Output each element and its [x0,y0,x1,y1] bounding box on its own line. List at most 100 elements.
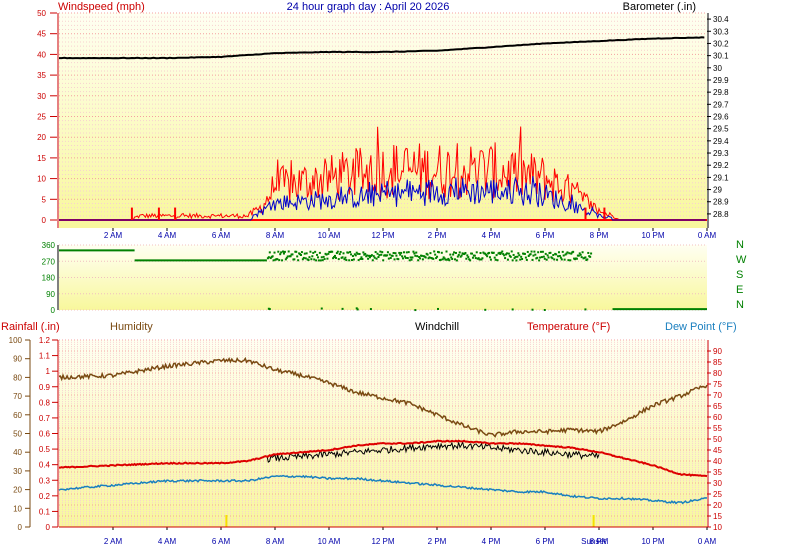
direction-axis-tick: 270 [42,257,56,266]
direction-point [382,259,385,262]
temperature-axis-tick: 40 [713,457,722,466]
direction-point [570,252,573,255]
wind-axis-tick: 35 [37,71,46,80]
direction-point [579,253,582,256]
direction-point [433,250,436,253]
direction-point [575,257,578,260]
direction-point [321,259,324,262]
direction-point [556,258,559,261]
direction-point [283,250,286,253]
temp-x-tick: 2 PM [428,537,447,546]
direction-point [371,259,374,262]
direction-point [506,258,509,261]
direction-point [352,258,355,261]
direction-point [295,250,298,253]
direction-point [586,258,589,261]
temp-x-tick: 6 AM [212,537,231,546]
direction-point [562,254,565,257]
direction-point [358,252,361,255]
direction-point [279,253,282,256]
direction-point [496,259,499,262]
direction-point [409,256,412,259]
direction-point [406,257,409,260]
direction-point [457,253,460,256]
direction-point [424,256,427,259]
direction-point [302,256,305,259]
direction-point [523,252,526,255]
direction-point [404,256,407,259]
direction-point [286,255,289,258]
direction-point [354,254,357,257]
direction-point [359,257,362,260]
direction-point [341,307,344,310]
direction-point [569,259,572,262]
direction-point [333,254,336,257]
direction-point [547,256,550,259]
rain-axis-tick: 1.2 [39,336,51,345]
wind-gust-line [59,126,706,221]
direction-point [537,251,540,254]
barometer-axis-tick: 29 [713,186,722,195]
direction-point [388,253,391,256]
direction-point [289,255,292,258]
wind-axis-tick: 5 [42,195,47,204]
rain-axis-tick: 0.4 [39,461,51,470]
humidity-axis-tick: 60 [13,411,22,420]
direction-point [455,259,458,262]
direction-point [267,256,270,259]
direction-point [317,259,320,262]
direction-point [450,256,453,259]
direction-point [533,250,536,253]
direction-point [273,251,276,254]
direction-point [565,252,568,255]
direction-point [552,254,555,257]
direction-point [332,257,335,260]
rain-axis-tick: 0.3 [39,476,51,485]
direction-point [584,256,587,259]
direction-point [356,252,359,255]
wind-x-tick: 8 AM [266,231,285,240]
temperature-axis-tick: 65 [713,402,722,411]
direction-point [530,250,533,253]
direction-point [326,257,329,260]
direction-point [468,258,471,261]
barometer-axis-tick: 28.8 [713,210,729,219]
direction-point [314,250,317,253]
barometer-axis-tick: 30.4 [713,15,729,24]
direction-point [458,251,461,254]
direction-axis-tick: 180 [42,274,56,283]
barometer-axis-tick: 29.1 [713,173,729,182]
direction-point [353,253,356,256]
direction-point [439,258,442,261]
wind-x-tick: 6 AM [212,231,231,240]
rain-axis-tick: 0.1 [39,507,51,516]
direction-point [460,254,463,257]
direction-point [413,252,416,255]
direction-point [471,256,474,259]
direction-point [304,257,307,260]
temperature-line [59,439,708,478]
direction-point [403,255,406,258]
direction-point [269,257,272,260]
direction-point [437,251,440,254]
direction-point [488,251,491,254]
direction-point [481,257,484,260]
temperature-axis-tick: 15 [713,512,722,521]
temperature-axis-tick: 45 [713,446,722,455]
direction-point [381,251,384,254]
direction-point [485,253,488,256]
direction-point [398,251,401,254]
direction-point [271,255,274,258]
humidity-axis-tick: 90 [13,355,22,364]
direction-point [475,251,478,254]
wind-x-tick: 6 PM [536,231,555,240]
direction-point [540,250,543,253]
direction-point [510,250,513,253]
graph-title: 24 hour graph day : April 20 2026 [287,1,450,13]
direction-point [557,251,560,254]
humidity-axis-tick: 100 [9,336,23,345]
direction-point [307,259,310,262]
direction-point [391,254,394,257]
direction-point [366,254,369,257]
